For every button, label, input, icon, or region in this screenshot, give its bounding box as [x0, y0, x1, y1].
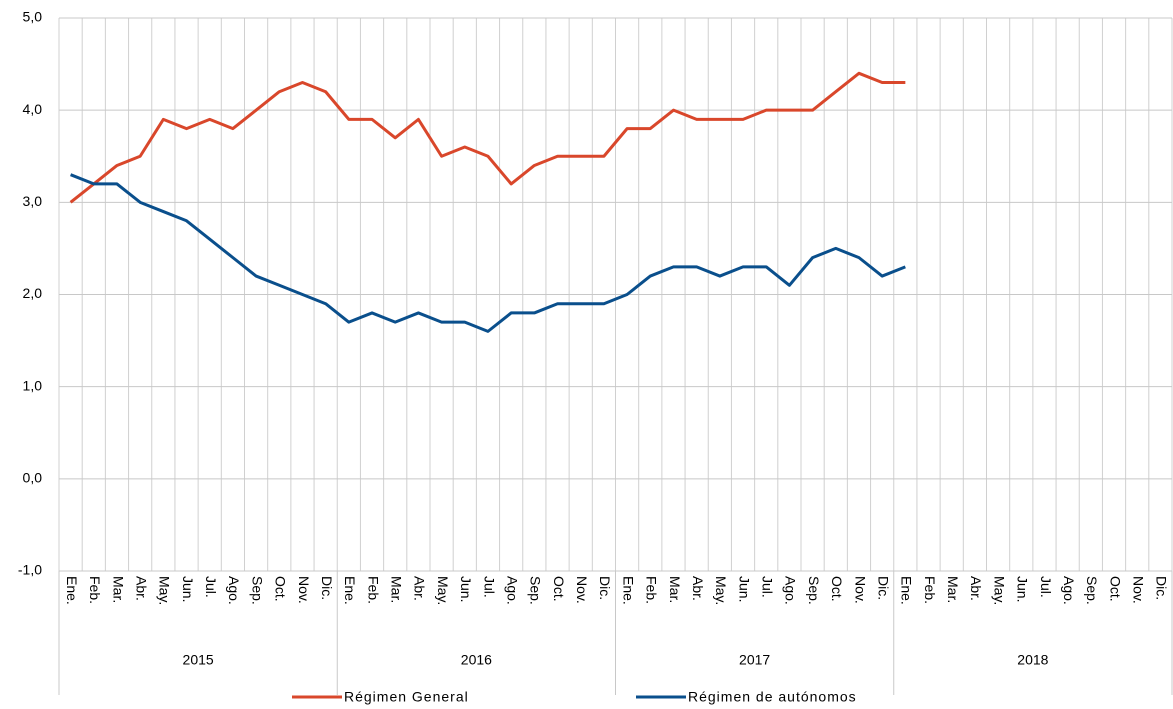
x-tick-label: Oct. — [273, 576, 289, 602]
x-tick-label: Sep. — [528, 576, 544, 605]
x-tick-label: Jun. — [180, 576, 196, 602]
x-tick-label: Ene. — [899, 576, 915, 605]
y-tick-label: 3,0 — [23, 193, 43, 209]
x-tick-label: Nov. — [852, 576, 868, 604]
x-tick-label: Ago. — [504, 576, 520, 605]
x-tick-label: Ago. — [783, 576, 799, 605]
x-tick-label: May. — [435, 576, 451, 605]
x-tick-label: Mar. — [110, 576, 126, 603]
x-tick-label: May. — [991, 576, 1007, 605]
x-tick-label: Feb. — [365, 576, 381, 604]
x-tick-label: Jul. — [481, 576, 497, 598]
x-tick-label: Jul. — [1038, 576, 1054, 598]
x-tick-label: Jul. — [203, 576, 219, 598]
year-label: 2016 — [461, 652, 492, 668]
x-tick-label: Ene. — [620, 576, 636, 605]
x-tick-label: Mar. — [667, 576, 683, 603]
legend-label: Régimen de autónomos — [688, 689, 857, 705]
x-tick-label: Mar. — [389, 576, 405, 603]
y-tick-label: 4,0 — [23, 101, 43, 117]
x-tick-label: Nov. — [574, 576, 590, 604]
x-tick-label: Ago. — [226, 576, 242, 605]
x-tick-label: Feb. — [87, 576, 103, 604]
y-tick-label: 2,0 — [23, 285, 43, 301]
x-tick-label: Nov. — [296, 576, 312, 604]
y-tick-label: -1,0 — [18, 562, 42, 578]
y-tick-label: 5,0 — [23, 9, 43, 25]
series-line — [69, 71, 906, 204]
y-tick-label: 0,0 — [23, 470, 43, 486]
x-tick-label: Dic. — [319, 576, 335, 600]
x-tick-label: Oct. — [829, 576, 845, 602]
x-tick-label: Abr. — [412, 576, 428, 601]
x-tick-label: Sep. — [1084, 576, 1100, 605]
y-tick-label: 1,0 — [23, 377, 43, 393]
x-tick-label: May. — [713, 576, 729, 605]
x-tick-label: Jul. — [760, 576, 776, 598]
x-tick-label: Oct. — [551, 576, 567, 602]
year-label: 2015 — [183, 652, 214, 668]
x-tick-label: Dic. — [1154, 576, 1170, 600]
year-label: 2017 — [739, 652, 770, 668]
x-tick-label: Dic. — [597, 576, 613, 600]
x-tick-label: Mar. — [945, 576, 961, 603]
x-tick-label: Sep. — [249, 576, 265, 605]
x-tick-label: Sep. — [806, 576, 822, 605]
x-tick-label: Ago. — [1061, 576, 1077, 605]
x-tick-label: Feb. — [922, 576, 938, 604]
x-tick-label: Abr. — [968, 576, 984, 601]
x-tick-label: Jun. — [1015, 576, 1031, 602]
x-tick-label: Oct. — [1107, 576, 1123, 602]
legend-label: Régimen General — [344, 689, 469, 705]
x-tick-label: Jun. — [458, 576, 474, 602]
series-line — [70, 173, 906, 333]
x-tick-label: May. — [157, 576, 173, 605]
x-tick-label: Abr. — [690, 576, 706, 601]
x-tick-label: Nov. — [1131, 576, 1147, 604]
year-label: 2018 — [1017, 652, 1048, 668]
x-tick-label: Jun. — [736, 576, 752, 602]
x-tick-label: Ene. — [342, 576, 358, 605]
x-tick-label: Abr. — [133, 576, 149, 601]
x-tick-label: Ene. — [64, 576, 80, 605]
x-tick-label: Feb. — [644, 576, 660, 604]
x-tick-label: Dic. — [875, 576, 891, 600]
